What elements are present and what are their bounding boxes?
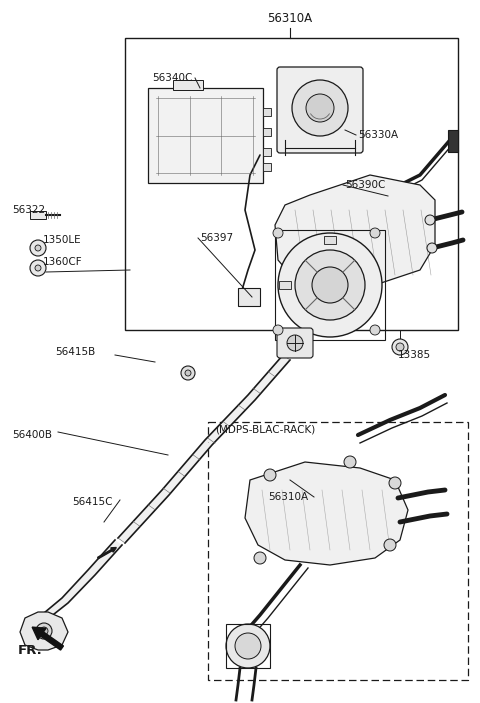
FancyBboxPatch shape xyxy=(277,328,313,358)
Bar xyxy=(208,422,468,680)
FancyBboxPatch shape xyxy=(277,67,363,153)
Bar xyxy=(148,88,263,183)
FancyArrow shape xyxy=(97,548,116,559)
Bar xyxy=(324,236,336,244)
Bar xyxy=(238,288,260,306)
Bar xyxy=(448,130,458,152)
Polygon shape xyxy=(248,355,290,400)
Bar xyxy=(263,163,271,171)
Circle shape xyxy=(185,370,191,376)
Text: (MDPS-BLAC-RACK): (MDPS-BLAC-RACK) xyxy=(215,425,315,435)
Circle shape xyxy=(425,215,435,225)
Text: 13385: 13385 xyxy=(398,350,431,360)
Text: 56322: 56322 xyxy=(12,205,45,215)
Bar xyxy=(263,128,271,136)
Circle shape xyxy=(30,240,46,256)
Circle shape xyxy=(264,469,276,481)
Polygon shape xyxy=(38,598,68,622)
Circle shape xyxy=(40,627,48,635)
Circle shape xyxy=(396,343,404,351)
Circle shape xyxy=(181,366,195,380)
Circle shape xyxy=(273,228,283,238)
Circle shape xyxy=(36,623,52,639)
Bar xyxy=(263,148,271,156)
Circle shape xyxy=(295,250,365,320)
Circle shape xyxy=(292,80,348,136)
Text: 56310A: 56310A xyxy=(267,11,312,25)
Text: 56400B: 56400B xyxy=(12,430,52,440)
Circle shape xyxy=(235,633,261,659)
Circle shape xyxy=(306,94,334,122)
Text: FR.: FR. xyxy=(18,643,43,657)
Bar xyxy=(226,624,270,668)
Polygon shape xyxy=(162,440,212,495)
Text: 56415C: 56415C xyxy=(72,497,112,507)
Circle shape xyxy=(35,265,41,271)
Polygon shape xyxy=(275,175,435,290)
Bar xyxy=(279,281,291,289)
Circle shape xyxy=(312,267,348,303)
Polygon shape xyxy=(245,462,408,565)
Polygon shape xyxy=(88,540,122,575)
Bar xyxy=(125,38,458,330)
Circle shape xyxy=(370,228,380,238)
Circle shape xyxy=(35,245,41,251)
Circle shape xyxy=(30,260,46,276)
Circle shape xyxy=(226,624,270,668)
FancyArrow shape xyxy=(32,627,63,650)
Circle shape xyxy=(278,233,382,337)
Circle shape xyxy=(392,339,408,355)
Circle shape xyxy=(254,552,266,564)
Text: 1360CF: 1360CF xyxy=(43,257,83,267)
Bar xyxy=(173,80,203,90)
Circle shape xyxy=(389,477,401,489)
Polygon shape xyxy=(118,490,169,543)
Polygon shape xyxy=(205,395,255,445)
Circle shape xyxy=(344,456,356,468)
Polygon shape xyxy=(20,612,68,650)
Text: 56397: 56397 xyxy=(200,233,233,243)
Text: 56310A: 56310A xyxy=(268,492,308,502)
Bar xyxy=(30,211,46,219)
Bar xyxy=(275,230,385,340)
Text: 56330A: 56330A xyxy=(358,130,398,140)
Circle shape xyxy=(273,325,283,335)
Circle shape xyxy=(370,325,380,335)
Circle shape xyxy=(287,335,303,351)
Text: 56415B: 56415B xyxy=(55,347,95,357)
Circle shape xyxy=(384,539,396,551)
Text: 1350LE: 1350LE xyxy=(43,235,82,245)
Bar xyxy=(263,108,271,116)
Text: 56340C: 56340C xyxy=(152,73,192,83)
Circle shape xyxy=(427,243,437,253)
Polygon shape xyxy=(62,570,95,603)
Text: 56390C: 56390C xyxy=(345,180,385,190)
